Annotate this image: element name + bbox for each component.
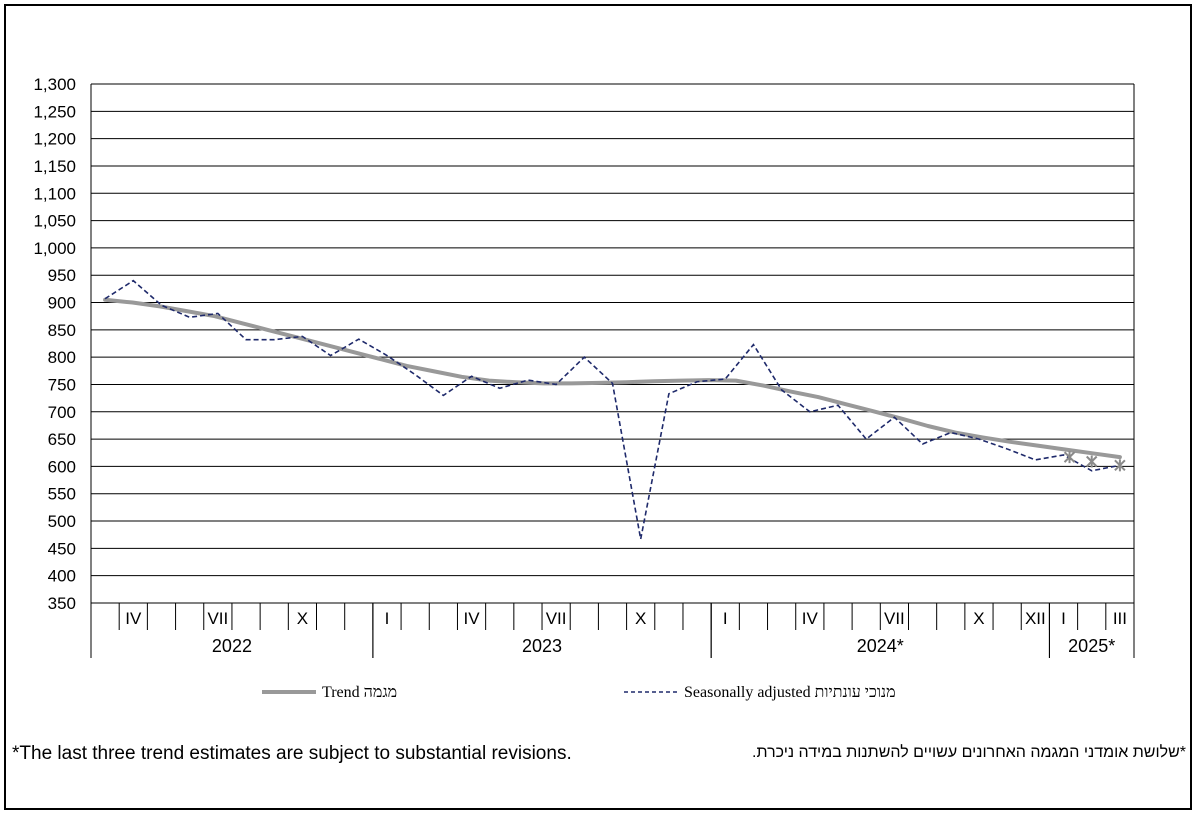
y-tick-label: 1,150 [33,157,76,176]
x-month-label: I [723,609,728,628]
y-tick-label: 1,250 [33,102,76,121]
x-month-label: VII [884,609,905,628]
y-axis-ticks: 1,300 1,250 1,200 1,150 1,100 1,050 1,000 950 90… [33,75,76,613]
legend-trend-label: Trend מגמה [322,684,397,701]
x-month-label: IV [125,609,142,628]
x-month-label: III [1113,609,1127,628]
x-month-label: X [635,609,646,628]
x-month-label: X [973,609,984,628]
y-tick-label: 1,300 [33,75,76,94]
y-tick-label: 1,100 [33,184,76,203]
x-month-label: IV [802,609,819,628]
y-tick-label: 500 [48,512,76,531]
y-tick-label: 900 [48,294,76,313]
seasonally-adjusted-line [104,279,1121,540]
y-tick-label: 1,000 [33,239,76,258]
y-tick-label: 950 [48,266,76,285]
series-layer [103,279,1126,540]
x-year-label: 2022 [212,636,252,656]
legend: Trend מגמה Seasonally adjusted מנוכי עונ… [262,684,896,701]
x-year-label: 2025* [1068,636,1115,656]
trend-estimate-marker [1114,459,1126,472]
x-month-label: IV [464,609,481,628]
x-year-label: 2024* [857,636,904,656]
y-tick-label: 1,050 [33,212,76,231]
y-tick-label: 600 [48,457,76,476]
y-tick-label: 400 [48,567,76,586]
x-month-label: X [297,609,308,628]
chart-frame [4,4,1192,810]
y-tick-label: 550 [48,485,76,504]
x-month-label: XII [1025,609,1046,628]
legend-seasonal-label: Seasonally adjusted מנוכי עונתיות [684,684,896,701]
x-month-label: I [385,609,390,628]
x-year-label: 2023 [522,636,562,656]
y-tick-label: 1,200 [33,130,76,149]
english-footnote: *The last three trend estimates are subj… [12,743,572,764]
y-tick-label: 350 [48,594,76,613]
y-tick-label: 450 [48,539,76,558]
grid-layer [90,83,1135,658]
x-month-label: VII [546,609,567,628]
y-tick-label: 850 [48,321,76,340]
y-tick-label: 800 [48,348,76,367]
hebrew-footnote: *שלושת אומדני המגמה האחרונים עשויים להשת… [752,744,1186,761]
x-month-label: I [1061,609,1066,628]
y-tick-label: 650 [48,430,76,449]
trend-line [103,297,1122,460]
x-month-label: VII [207,609,228,628]
trend-estimate-marker [1086,455,1098,468]
y-tick-label: 750 [48,375,76,394]
trend-estimate-marker [1063,451,1076,464]
y-tick-label: 700 [48,403,76,422]
